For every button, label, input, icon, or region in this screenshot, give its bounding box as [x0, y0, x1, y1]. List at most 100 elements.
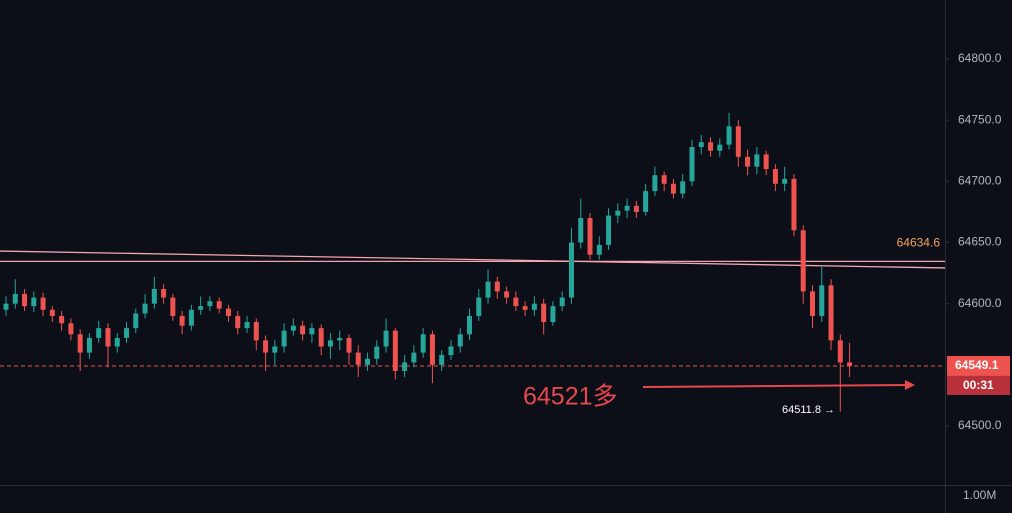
y-tick-label: 64650.0 [958, 235, 1002, 249]
candle-body [559, 297, 565, 307]
candle-body [717, 144, 723, 151]
candle-body [374, 346, 380, 359]
candle-body [578, 218, 584, 243]
candle-body [550, 306, 556, 323]
candle-body [652, 175, 658, 192]
candle-body [133, 313, 139, 329]
last-price-label: 64549.1 [955, 358, 999, 372]
candle-body [476, 297, 482, 316]
candle-body [290, 325, 296, 331]
candle-body [485, 281, 491, 298]
candle-body [439, 355, 445, 365]
candle-body [531, 303, 537, 310]
hline-label: 64634.6 [897, 236, 941, 250]
candle-body [504, 291, 510, 298]
candle-body [402, 362, 408, 371]
candle-body [244, 322, 250, 329]
candle-body [59, 315, 65, 324]
arrow [642, 384, 909, 388]
y-tick-label: 64700.0 [958, 173, 1002, 187]
candle-body [726, 126, 732, 145]
candle-body [272, 346, 278, 353]
candle-body [49, 309, 55, 316]
candle-body [800, 230, 806, 292]
candle-body [494, 281, 500, 292]
low-label: 64511.8 → [782, 404, 835, 416]
y-tick-label: 64600.0 [958, 296, 1002, 310]
candle-body [161, 288, 167, 298]
candle-body [754, 154, 760, 167]
candle-body [365, 358, 371, 365]
candle-body [142, 303, 148, 314]
candle-body [31, 297, 37, 307]
candle-body [689, 147, 695, 182]
annotation: 64521多 [523, 383, 618, 411]
candle-body [513, 297, 519, 307]
candle-body [96, 328, 102, 338]
candle-body [355, 352, 361, 365]
candle-body [791, 178, 797, 231]
candle-body [216, 301, 222, 309]
candle-body [782, 178, 788, 184]
candle-body [670, 183, 676, 194]
candle-body [448, 346, 454, 356]
candle-body [457, 334, 463, 347]
candle-body [541, 303, 547, 323]
candle-body [837, 340, 843, 363]
candle-body [828, 285, 834, 341]
y-tick-label: 64750.0 [958, 112, 1002, 126]
trendline [0, 250, 946, 269]
candle-body [235, 315, 241, 329]
candle-body [40, 297, 46, 310]
candle-body [615, 210, 621, 216]
countdown-label: 00:31 [963, 378, 994, 392]
candle-body [708, 142, 714, 151]
candle-body [383, 330, 389, 347]
candle-body [587, 218, 593, 255]
y-tick-label: 64800.0 [958, 51, 1002, 65]
candle-body [392, 330, 398, 371]
candle-body [624, 205, 630, 211]
candle-body [745, 156, 751, 167]
candle-body [698, 142, 704, 148]
candle-body [86, 337, 92, 353]
volume-label: 1.00M [963, 488, 996, 502]
candle-body [643, 191, 649, 212]
candle-body [346, 337, 352, 353]
candle-body [188, 309, 194, 326]
candle-body [337, 337, 343, 341]
candle-body [596, 244, 602, 255]
candle-body [522, 306, 528, 310]
candle-body [429, 334, 435, 365]
candle-body [3, 303, 9, 310]
candle-body [847, 362, 853, 366]
countdown-box [947, 375, 1010, 395]
y-tick-label: 64500.0 [958, 418, 1002, 432]
candle-body [225, 308, 231, 316]
candle-body [606, 215, 612, 245]
last-price-box [947, 355, 1010, 376]
candle-body [467, 315, 472, 335]
candle-body [253, 322, 259, 341]
candle-body [114, 337, 120, 347]
candle-body [281, 330, 287, 347]
candle-body [198, 306, 204, 310]
candle-body [661, 175, 667, 184]
candle-body [309, 328, 315, 335]
candle-body [633, 205, 639, 212]
candle-body [327, 340, 333, 347]
candle-body [411, 352, 417, 363]
candle-body [124, 328, 130, 338]
candle-body [22, 293, 28, 307]
candle-body [207, 301, 213, 307]
candle-body [680, 181, 686, 194]
candle-body [763, 154, 769, 170]
candle-body [735, 126, 741, 157]
candle-body [568, 242, 574, 298]
candle-body [809, 291, 815, 316]
candle-body [12, 293, 18, 304]
candle-body [77, 334, 83, 353]
candle-body [318, 328, 324, 347]
